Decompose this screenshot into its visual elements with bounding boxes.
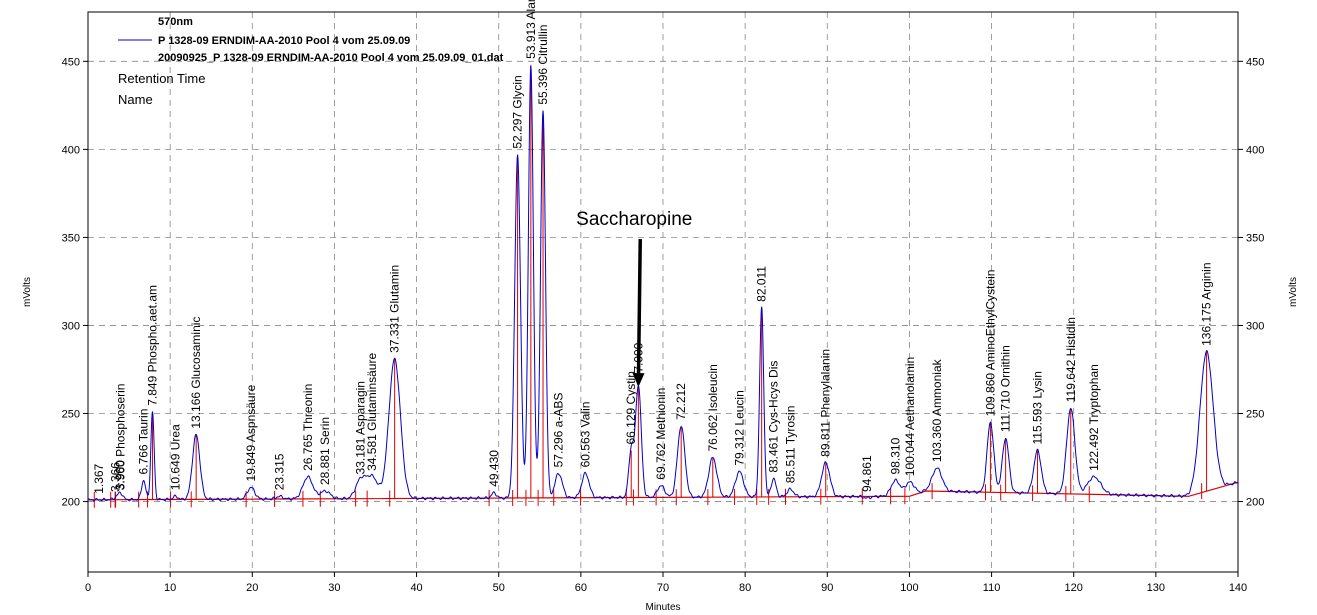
peak-label: 1.367 <box>92 463 106 493</box>
y-tick-label-right: 200 <box>1246 497 1264 509</box>
legend-series-name: P 1328-09 ERNDIM-AA-2010 Pool 4 vom 25.0… <box>158 35 410 47</box>
peak-label: 52.297 Glycin <box>511 75 525 148</box>
peak-label: 109.860 AminoEthylCystein <box>983 270 997 417</box>
y-tick-label-right: 250 <box>1246 409 1264 421</box>
y-tick-label-left: 250 <box>62 409 80 421</box>
baseline-line <box>87 481 1239 501</box>
x-tick-label: 0 <box>85 582 91 594</box>
peak-label: 76.062 Isoleucin <box>706 364 720 451</box>
x-tick-label: 140 <box>1229 582 1247 594</box>
y-tick-label-right: 450 <box>1246 56 1264 68</box>
peak-label: 7.849 Phospho.aet.am <box>145 285 159 406</box>
x-tick-label: 40 <box>410 582 422 594</box>
x-tick-label: 110 <box>983 582 1001 594</box>
peak-label: 57.296 a-ABS <box>552 393 566 468</box>
peak-label: 72.212 <box>674 383 688 420</box>
peak-label: 55.396 Citrullin <box>536 25 550 105</box>
legend-retention-time: Retention Time <box>118 71 205 86</box>
peak-label: 28.881 Serin <box>318 417 332 485</box>
y-tick-label-left: 450 <box>62 56 80 68</box>
peak-label: 26.765 Threonin <box>301 384 315 471</box>
y-tick-label-left: 300 <box>62 320 80 332</box>
x-tick-label: 80 <box>739 582 751 594</box>
peak-label: 49.430 <box>487 450 501 487</box>
x-tick-label: 60 <box>575 582 587 594</box>
y-tick-label-left: 200 <box>62 497 80 509</box>
peak-label: 13.166 Glucosaminic <box>189 317 203 429</box>
peak-label: 66.129 Cystin <box>624 371 638 444</box>
annotation-arrow <box>636 239 642 374</box>
peak-label: 53.913 Alanin <box>524 0 538 59</box>
axes: 0 10 20 30 40 50 60 70 80 90 100 110 120 130 140 200 200… <box>62 56 1265 594</box>
peak-label: 122.492 Tryptophan <box>1087 364 1101 471</box>
x-tick-label: 90 <box>821 582 833 594</box>
signal-line <box>87 65 1239 502</box>
peak-label: 33.181 Asparagin <box>354 381 368 474</box>
peak-label: 111.710 Ornithin <box>999 345 1013 432</box>
peak-label: 103.360 Ammoniak <box>930 358 944 462</box>
peak-label: 3.900 <box>113 460 127 490</box>
x-tick-label: 70 <box>657 582 669 594</box>
peak-label: 60.563 Valin <box>578 402 592 468</box>
x-tick-label: 120 <box>1065 582 1083 594</box>
peak-label: 3.366 <box>109 462 123 492</box>
peak-label: 3.960 Phosphoserin <box>114 384 128 491</box>
series-group <box>87 64 1239 508</box>
y-axis-label-left: mVolts <box>22 277 33 307</box>
annotation-saccharopine: Saccharopine <box>576 209 692 230</box>
x-tick-label: 30 <box>328 582 340 594</box>
x-tick-label: 50 <box>493 582 505 594</box>
peak-label: 100.044 Aethanolamin <box>903 357 917 476</box>
peak-label: 79.312 Leucin <box>732 390 746 465</box>
y-tick-label-left: 350 <box>62 232 80 244</box>
y-tick-label-right: 350 <box>1246 232 1264 244</box>
y-tick-label-left: 400 <box>62 144 80 156</box>
peak-label: 6.766 Taurin <box>137 409 151 475</box>
annotation-arrowhead <box>632 373 645 388</box>
peak-label: 23.315 <box>273 453 287 490</box>
peak-label: 115.593 Lysin <box>1031 371 1045 444</box>
y-axis-label-right: mVolts <box>1288 277 1299 307</box>
peak-label: 82.011 <box>755 266 769 302</box>
x-tick-label: 10 <box>164 582 176 594</box>
legend-wavelength: 570nm <box>158 16 193 28</box>
legend-file-name: 20090925_P 1328-09 ERNDIM-AA-2010 Pool 4… <box>158 52 504 64</box>
peak-label: 37.331 Glutamin <box>388 265 402 353</box>
x-tick-label: 100 <box>900 582 918 594</box>
peak-label: 69.762 Methionin <box>654 388 668 480</box>
legend: 570nm P 1328-09 ERNDIM-AA-2010 Pool 4 vo… <box>118 16 504 107</box>
peak-label: 10.649 Urea <box>168 424 182 490</box>
legend-name: Name <box>118 92 153 107</box>
peak-label: 136.175 Arginin <box>1200 262 1214 345</box>
peak-label: 98.310 <box>889 437 903 474</box>
y-tick-label-right: 300 <box>1246 320 1264 332</box>
peak-label: 19.849 Aspnsäure <box>244 384 258 481</box>
peak-label: 34.581 Glutaminsäure <box>365 353 379 471</box>
y-tick-label-right: 400 <box>1246 144 1264 156</box>
peak-label: 94.861 <box>860 455 874 492</box>
peak-label: 83.461 Cys-Hcys Dis <box>767 361 781 473</box>
grid-lines <box>88 12 1238 572</box>
peak-label: 119.642 Histidin <box>1064 317 1078 402</box>
x-tick-label: 130 <box>1147 582 1165 594</box>
annotation: Saccharopine <box>576 209 692 388</box>
peak-label: 89.811 Phenylalanin <box>819 349 833 457</box>
x-tick-label: 20 <box>246 582 258 594</box>
x-axis-label: Minutes <box>645 602 680 613</box>
peak-label: 85.511 Tyrosin <box>783 406 797 484</box>
